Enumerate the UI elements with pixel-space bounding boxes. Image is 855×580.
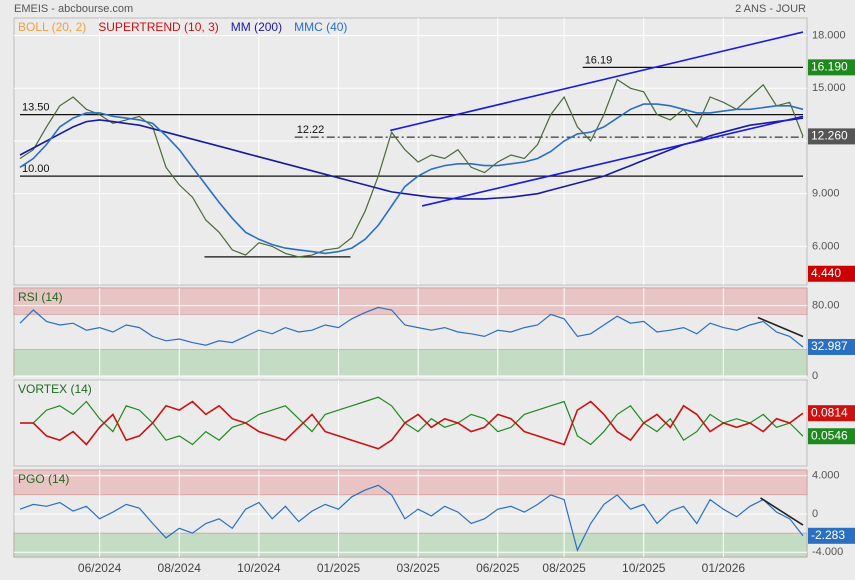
value-badge-label: 0.0546 (811, 428, 848, 442)
trend-line (421, 115, 804, 207)
horizontal-line-label: 16.19 (585, 54, 613, 66)
series-line (20, 400, 804, 450)
x-tick-label: 10/2025 (622, 561, 666, 575)
header-title: EMEIS - abcbourse.com (14, 3, 133, 15)
header-period: 2 ANS - JOUR (735, 3, 806, 15)
value-badge (808, 527, 855, 544)
y-tick-label: -4.000 (812, 546, 843, 558)
legend-entry: SUPERTREND (10, 3) (98, 20, 218, 34)
series-line (19, 117, 804, 200)
horizontal-line-label: 10.00 (22, 163, 50, 175)
legend-entry: MMC (40) (294, 20, 347, 34)
zone (13, 287, 808, 315)
y-tick-label: 9.000 (812, 188, 840, 200)
value-badge-label: -2.283 (811, 528, 845, 542)
zone (13, 469, 808, 496)
value-badge (808, 265, 855, 282)
legend-entry: RSI (14) (18, 290, 63, 304)
zone (13, 532, 808, 558)
panel (13, 379, 808, 467)
legend-entry: VORTEX (14) (18, 382, 92, 396)
x-tick-label: 08/2025 (542, 561, 586, 575)
y-tick-label: 80.00 (812, 300, 840, 312)
y-tick-label: 4.000 (812, 470, 840, 482)
value-badge (808, 405, 855, 422)
y-tick-label: 0 (812, 508, 818, 520)
value-badge (808, 338, 855, 355)
series-line (19, 103, 804, 255)
x-tick-label: 08/2024 (158, 561, 202, 575)
value-badge-label: 0.0814 (811, 405, 848, 419)
y-tick-label: 6.000 (812, 240, 840, 252)
legend-entry: BOLL (20, 2) (18, 20, 86, 34)
series-line (19, 306, 804, 348)
trend-line (390, 31, 804, 132)
zone (13, 349, 808, 377)
x-tick-label: 06/2024 (78, 561, 122, 575)
y-tick-label: 15.000 (812, 82, 846, 94)
value-badge (808, 59, 855, 76)
value-badge-label: 12.260 (811, 129, 848, 143)
series-line (19, 484, 804, 553)
series-line (19, 78, 804, 258)
horizontal-line-label: 13.50 (22, 102, 50, 114)
horizontal-line-label: 12.22 (297, 124, 325, 136)
trend-line (760, 497, 804, 526)
x-tick-label: 03/2025 (396, 561, 440, 575)
y-tick-label: 0 (812, 370, 818, 382)
x-tick-label: 10/2024 (237, 561, 281, 575)
legend-entry: MM (200) (231, 20, 282, 34)
value-badge (808, 428, 855, 445)
x-tick-label: 01/2025 (317, 561, 361, 575)
x-tick-label: 06/2025 (476, 561, 520, 575)
y-tick-label: 18.000 (812, 29, 846, 41)
value-badge (808, 128, 855, 145)
value-badge-label: 4.440 (811, 266, 841, 280)
trend-line (757, 316, 804, 338)
panel (13, 17, 808, 286)
value-badge-label: 16.190 (811, 60, 848, 74)
legend-entry: PGO (14) (18, 472, 69, 486)
value-badge-label: 32.987 (811, 339, 848, 353)
x-tick-label: 01/2026 (702, 561, 746, 575)
